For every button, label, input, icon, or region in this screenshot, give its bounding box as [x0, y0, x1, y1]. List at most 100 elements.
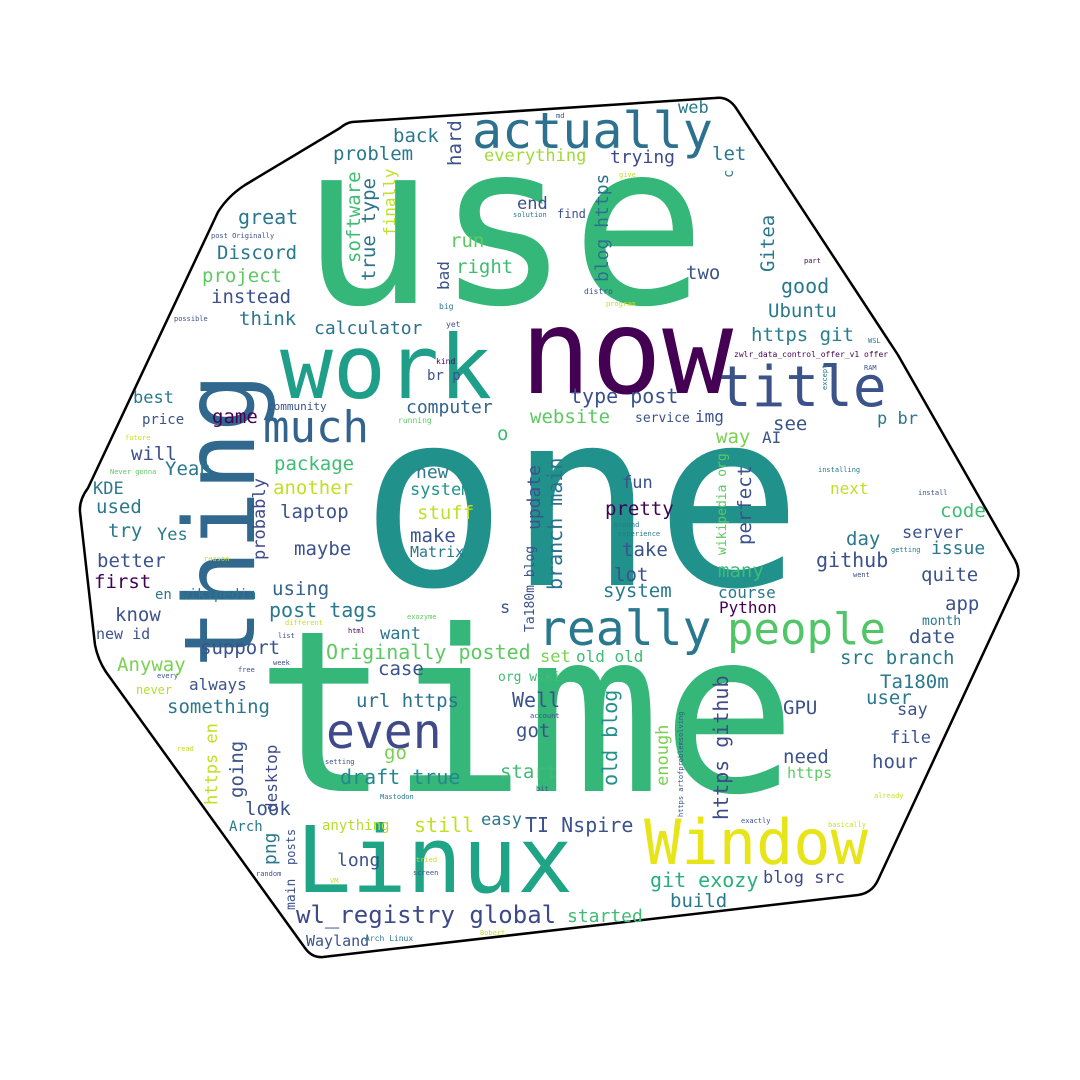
- word-distro: distro: [584, 287, 613, 296]
- word-old-blog: old blog: [598, 689, 622, 786]
- word-src-branch: src branch: [840, 647, 955, 669]
- word-matrix: Matrix: [410, 543, 465, 561]
- word-branch-main: branch main: [543, 457, 567, 590]
- word-basically: basically: [828, 821, 866, 829]
- word-see: see: [773, 413, 808, 435]
- word-app: app: [945, 593, 980, 615]
- word-course: course: [718, 583, 776, 602]
- word-know: know: [115, 604, 161, 626]
- word-linux: Linux: [296, 807, 573, 914]
- word-title: title: [718, 355, 887, 420]
- word-installing: installing: [818, 466, 861, 474]
- word-time: time: [255, 583, 797, 845]
- word-wl-registry: wl_registry global: [296, 901, 557, 929]
- word-around: around: [614, 521, 640, 529]
- word-https: https: [787, 764, 833, 782]
- word-well: Well: [512, 688, 561, 712]
- word-wsl: WSL: [868, 337, 881, 345]
- word-month: month: [922, 614, 962, 629]
- word-read: read: [177, 745, 194, 753]
- word-en-wikipedia: en wikipedia: [155, 587, 257, 603]
- word-great: great: [238, 205, 299, 229]
- word-o: o: [497, 423, 509, 445]
- word-use: use: [300, 95, 707, 357]
- word-gitea: Gitea: [757, 214, 779, 272]
- word-never-gonna: Never gonna: [110, 468, 157, 476]
- word-now: now: [520, 283, 734, 421]
- word-mastodon: Mastodon: [380, 793, 414, 801]
- word-much: much: [263, 402, 369, 453]
- word-solution: solution: [513, 211, 547, 219]
- word-list: list: [278, 632, 295, 640]
- word-exactly: exactly: [741, 817, 771, 825]
- word-except: except: [821, 364, 829, 390]
- word-bit: bit: [536, 785, 549, 793]
- word-post-originally: post Originally: [211, 232, 275, 240]
- word-always: always: [189, 675, 247, 694]
- word-blog-src: blog src: [763, 868, 845, 888]
- word-exozyme: exozyme: [407, 613, 437, 621]
- word-lot: lot: [614, 564, 649, 586]
- word-used: used: [96, 496, 142, 518]
- word-week: week: [273, 659, 290, 667]
- word-anything: anything: [322, 818, 390, 834]
- word-https-aops: https artofproblemsolving: [677, 711, 685, 817]
- word-package: package: [274, 453, 355, 475]
- word-type-post: type post: [570, 384, 679, 408]
- word-ti-nspire: TI Nspire: [525, 813, 634, 837]
- word-wikipedia-org: wikipedia org: [715, 453, 730, 555]
- word-better: better: [97, 550, 166, 572]
- word-really: really: [538, 601, 712, 657]
- word-long: long: [337, 850, 381, 871]
- word-reason: reason: [204, 555, 230, 563]
- word-got: got: [516, 720, 551, 742]
- word-new: new: [416, 462, 449, 483]
- word-systemd: systemd: [410, 480, 482, 500]
- word-ta180m-blog: Ta180m blog: [523, 545, 538, 632]
- word-another: another: [273, 477, 354, 499]
- word-experience: experience: [618, 530, 661, 538]
- word-bad: bad: [434, 261, 453, 290]
- word-ubuntu: Ubuntu: [768, 300, 837, 322]
- word-html: html: [348, 627, 365, 635]
- word-draft-true: draft true: [340, 765, 461, 789]
- word-quite: quite: [921, 564, 979, 586]
- word-build: build: [670, 890, 728, 912]
- word-ai: AI: [762, 428, 782, 447]
- word-price: price: [142, 412, 185, 428]
- word-https-git: https git: [751, 324, 854, 346]
- word-img: img: [695, 407, 724, 426]
- word-vm: VM: [330, 877, 339, 885]
- word-s: s: [500, 598, 511, 618]
- word-instead: instead: [211, 286, 292, 308]
- word-getting: getting: [891, 546, 921, 554]
- word-wayland: Wayland: [306, 932, 370, 950]
- word-url-https: url https: [356, 690, 459, 712]
- word-say: say: [897, 700, 928, 720]
- word-web: web: [678, 98, 709, 118]
- word-hour: hour: [872, 751, 918, 773]
- word-account: account: [530, 712, 560, 720]
- word-br-p: br p: [427, 368, 461, 384]
- word-yet: yet: [446, 320, 461, 329]
- word-never: never: [136, 683, 173, 697]
- word-anyway: Anyway: [117, 654, 186, 676]
- word-arch-linux: Arch Linux: [365, 934, 414, 943]
- word-computer: computer: [406, 397, 493, 418]
- word-calculator: calculator: [314, 318, 423, 339]
- word-program: program: [606, 300, 636, 308]
- word-service: service: [635, 411, 690, 426]
- word-future: future: [125, 434, 151, 442]
- word-project: project: [202, 265, 283, 287]
- word-think: think: [239, 308, 297, 330]
- word-free: free: [238, 666, 255, 674]
- word-github: github: [816, 548, 889, 572]
- word-finally: finally: [380, 168, 399, 236]
- word-hard: hard: [444, 120, 466, 166]
- word-back: back: [393, 125, 439, 147]
- word-yeah: Yeah: [165, 458, 211, 480]
- word-file: file: [890, 728, 931, 748]
- word-org-wiki: org wiki: [498, 670, 561, 685]
- word-using: using: [272, 578, 330, 600]
